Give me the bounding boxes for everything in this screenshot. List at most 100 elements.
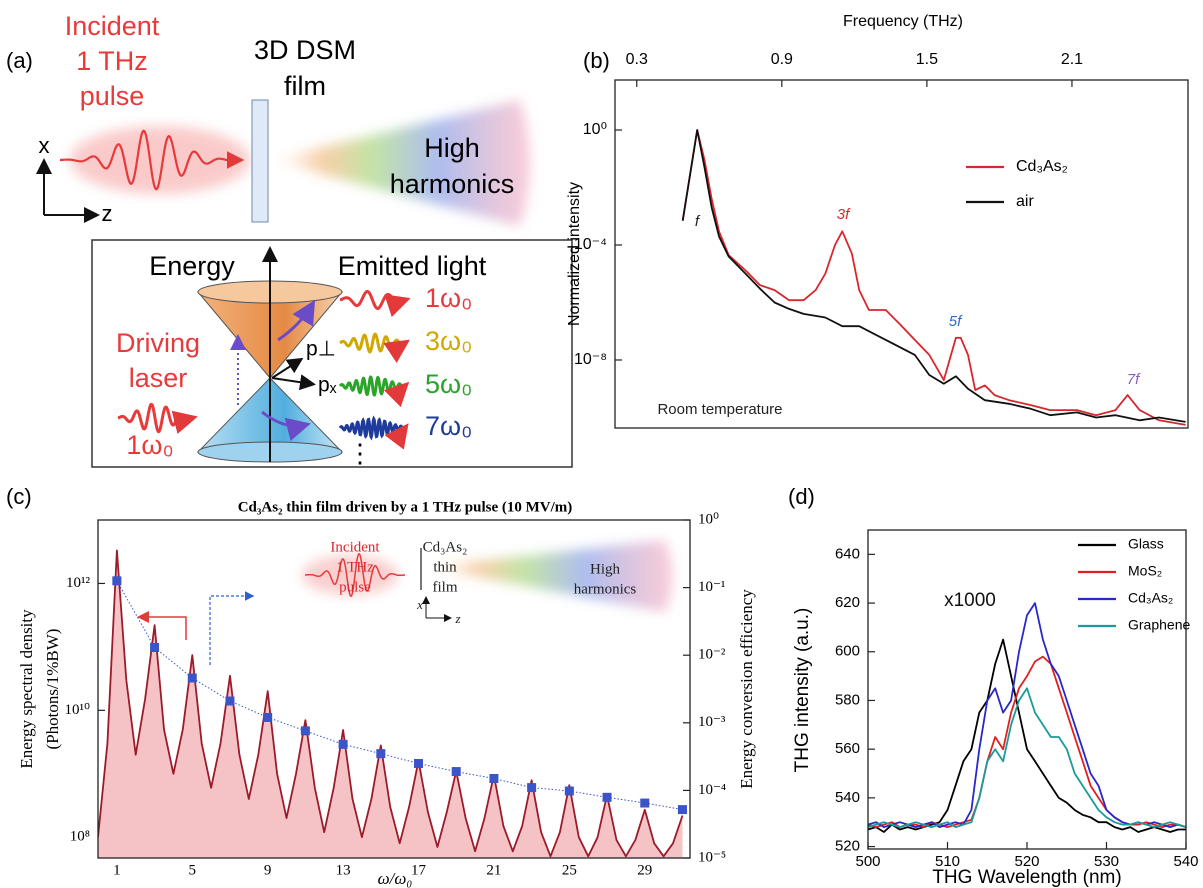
x-tick-label: 5 [189,862,197,878]
chart: 500 510 520 530 540 520 540 560 580 600 620 640 THG … [792,529,1199,888]
x-tick-label: 29 [637,862,652,878]
annotation: harmonics [574,581,637,597]
label: 1 THz [76,46,148,76]
annotation: thin [433,559,457,575]
legend-label: air [1016,193,1034,210]
y2-tick-label: 10⁻¹ [698,579,725,595]
marker [640,798,650,808]
x-tick-label: 13 [336,862,351,878]
wave [338,375,410,408]
x-tick-label: 17 [411,862,427,878]
legend-label: MoS₂ [1128,563,1162,579]
film [251,99,269,223]
axis-name: z [102,201,113,226]
marker [338,739,348,749]
axis-pointer [209,591,255,665]
annotation: Room temperature [657,401,782,418]
chart-title: Cd₃As₂ thin film driven by a 1 THz pulse… [238,499,573,515]
label: film [284,71,326,101]
x-tick-label: 1.5 [916,51,938,68]
x-tick-label: 510 [935,853,960,870]
y-tick-label: 10⁻⁴ [574,236,607,253]
harmonic-fan [268,100,530,226]
y2-axis-label: Energy conversion efficiency [737,589,756,789]
marker [677,805,687,815]
annotation: 5f [949,313,963,330]
line [681,129,1186,423]
y-tick-label: 560 [835,740,860,757]
wave [338,415,409,450]
marker [150,642,160,652]
x-tick-label: 9 [264,862,272,878]
marker [527,783,537,793]
legend-label: Graphene [1128,617,1190,633]
label: Driving [116,328,200,358]
line [868,602,1186,828]
marker [376,749,386,759]
y2-tick-label: 10⁰ [698,511,719,527]
panel-label: (d) [788,484,815,509]
panel-label: (b) [583,48,610,73]
marker [414,758,424,768]
y-tick-label: 10⁻⁸ [574,351,607,368]
label: 7ω₀ [425,411,472,441]
annotation: pulse [339,579,371,595]
y-tick-label: 10¹⁰ [64,702,90,718]
x-tick-label: 540 [1173,853,1198,870]
label: pₓ [318,374,337,397]
label: Emitted light [338,251,487,281]
plot-frame [867,529,1187,850]
x-axis-label: Frequency (THz) [843,13,963,30]
y2-tick-label: 10⁻⁵ [698,849,726,865]
label: Incident [65,11,160,41]
line [98,549,684,858]
plot-frame [97,519,691,859]
y-axis-label: (Photons/1%BW) [43,629,62,750]
emitted-waves [117,290,411,450]
chart: 0.3 0.9 1.5 2.1 10⁰ 10⁻⁴ 10⁻⁸ Frequency (THz) No… [566,13,1189,429]
y-axis-label: Energy spectral density [17,609,36,769]
y2-tick-label: 10⁻² [698,647,726,663]
marker [602,792,612,802]
chart: 1 5 9 13 17 21 25 29 10⁸ 10¹⁰ 10¹² 10⁰ 10⁻¹ 10⁻² 10⁻³ 1… [17,499,756,887]
legend-label: Glass [1128,536,1164,552]
x-tick-label: 21 [486,862,501,878]
line [868,655,1186,828]
annotation: 7f [1127,371,1141,388]
y-tick-label: 640 [835,545,860,562]
label: High [424,133,480,163]
annotation: Cd₃As₂ [423,539,468,555]
label: laser [129,363,188,393]
inset-box [91,239,573,468]
x-axis-label: ω/ω₀ [378,869,413,888]
glow [70,126,250,194]
harmonic-fan [425,540,673,612]
annotation: 3f [837,206,851,223]
marker [263,712,273,722]
marker [564,786,574,796]
annotation: f [695,213,701,230]
x-tick-label: 25 [562,862,577,878]
y2-tick-label: 10⁻⁴ [698,782,726,798]
marker [112,576,122,586]
annotation: z [454,611,460,626]
line [868,638,1186,833]
panel-label: (c) [6,484,32,509]
y-tick-label: 520 [835,838,860,855]
wave [339,290,411,318]
axis-arrow [271,357,304,379]
axis-arrow [271,374,316,391]
axis-pointer [137,611,187,640]
annotation: High [590,561,621,577]
label: Energy [149,251,235,281]
annotation: 1 THz [336,559,374,575]
annotation: x1000 [944,590,996,611]
x-tick-label: 2.1 [1061,51,1083,68]
marker [451,767,461,777]
line [868,687,1186,828]
marker [225,696,235,706]
label: 1ω₀ [126,430,173,460]
label: harmonics [390,169,515,199]
label: ⋮ [347,438,373,468]
marker [300,726,310,736]
